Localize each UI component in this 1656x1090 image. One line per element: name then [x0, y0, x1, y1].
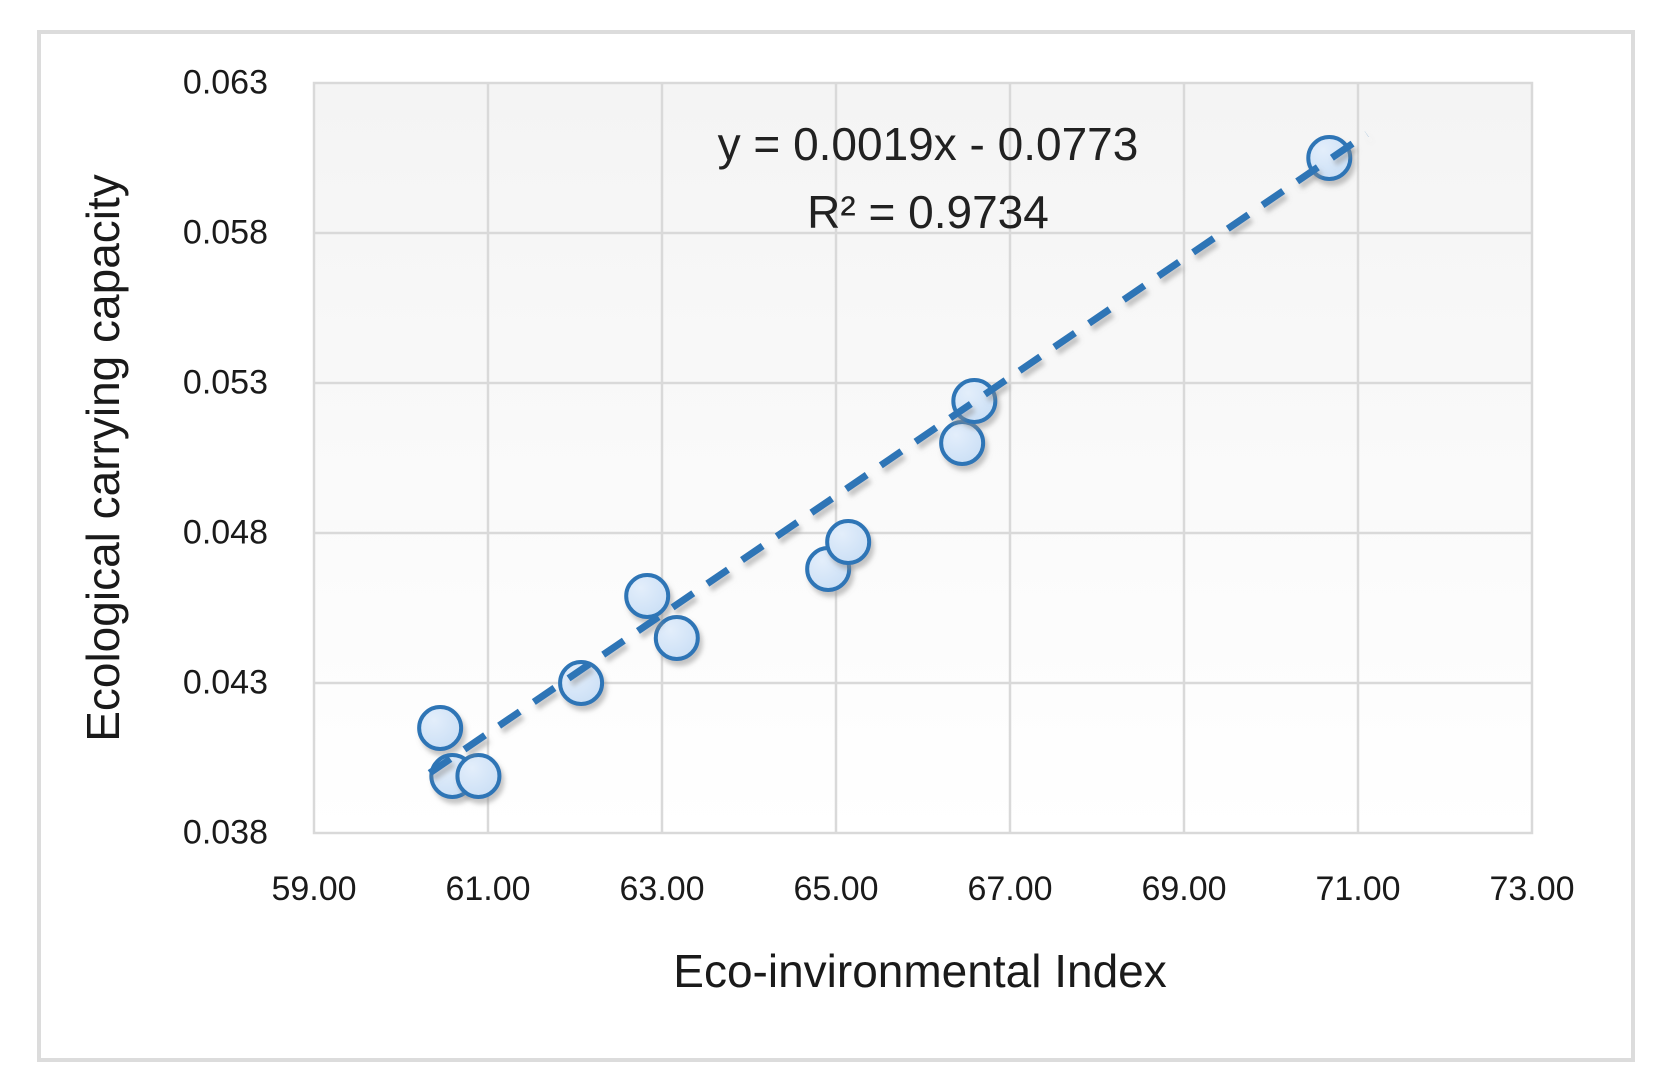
- data-point-marker: [653, 615, 700, 661]
- y-tick-label: 0.043: [182, 663, 268, 702]
- y-tick-label: 0.048: [182, 513, 268, 552]
- y-axis-title: Ecological carrying capacity: [77, 174, 129, 742]
- x-axis-title: Eco-invironmental Index: [673, 945, 1167, 997]
- x-tick-label: 63.00: [619, 870, 705, 908]
- data-point-marker: [455, 753, 502, 799]
- x-tick-label: 69.00: [1141, 870, 1227, 908]
- data-point-marker: [825, 519, 872, 565]
- trendline-r-squared: R² = 0.9734: [807, 186, 1049, 238]
- x-tick-label: 73.00: [1489, 870, 1575, 908]
- y-tick-label: 0.038: [182, 813, 268, 852]
- trendline: [427, 131, 1369, 776]
- trendline-equation: y = 0.0019x - 0.0773: [717, 118, 1139, 170]
- data-point-marker: [939, 420, 986, 466]
- data-point-marker: [417, 705, 464, 751]
- data-point-marker: [1306, 135, 1353, 181]
- data-point-marker: [624, 573, 671, 619]
- x-tick-label: 67.00: [967, 870, 1053, 908]
- x-tick-label: 59.00: [271, 870, 357, 908]
- y-tick-label: 0.053: [182, 363, 268, 402]
- x-tick-label: 71.00: [1315, 870, 1401, 908]
- y-tick-label: 0.058: [182, 213, 268, 252]
- plot-area: [312, 81, 1534, 835]
- data-point-marker: [558, 660, 605, 706]
- x-tick-label: 61.00: [445, 870, 531, 908]
- y-tick-label: 0.063: [182, 63, 268, 102]
- x-tick-label: 65.00: [793, 870, 879, 908]
- trendline-label: y = 0.0019x - 0.0773 R² = 0.9734: [718, 110, 1139, 246]
